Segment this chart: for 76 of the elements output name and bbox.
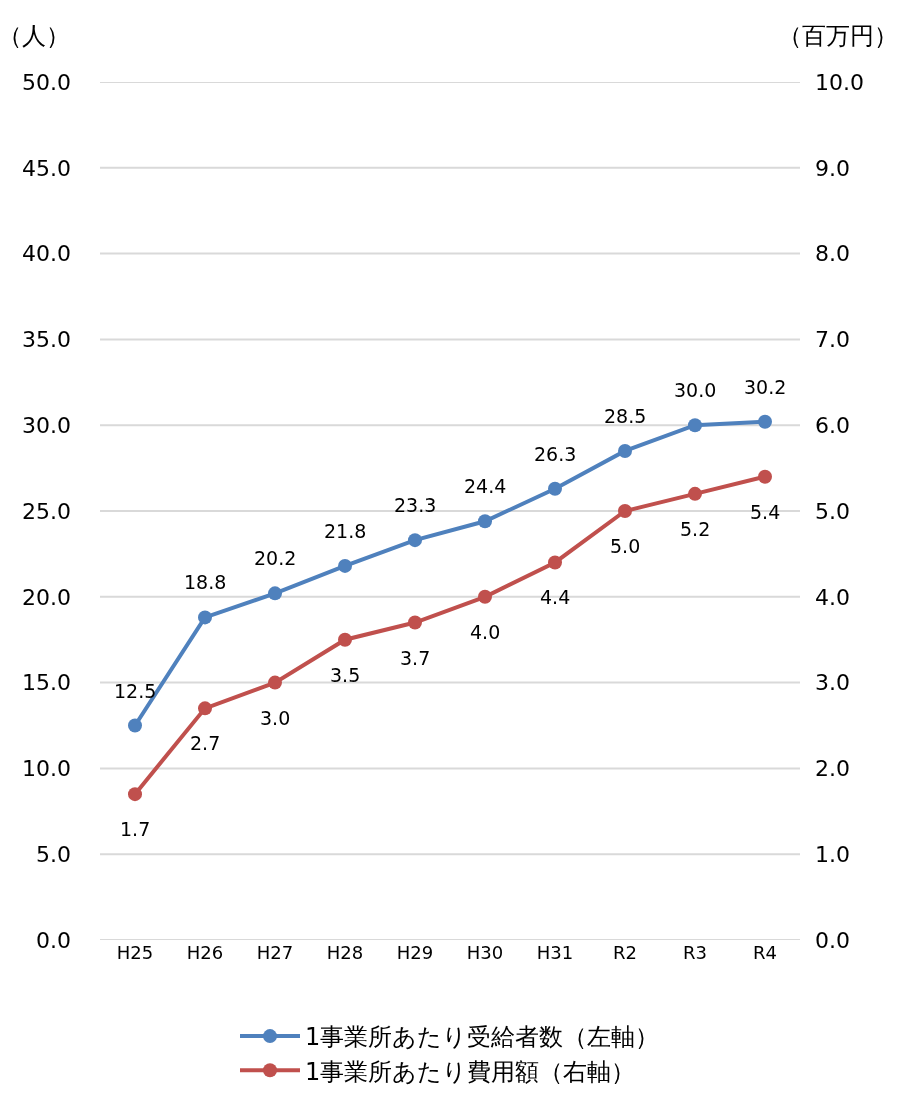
data-label: 26.3 <box>534 443 577 465</box>
y-tick-label: 35.0 <box>22 327 71 353</box>
x-tick-label: H25 <box>116 942 154 963</box>
y2-tick-label: 5.0 <box>815 498 850 524</box>
point <box>198 610 212 625</box>
data-label: 5.0 <box>610 535 641 557</box>
point <box>478 589 492 604</box>
y-tick-label: 40.0 <box>22 241 71 267</box>
data-label: 3.5 <box>330 664 361 686</box>
data-label: 18.8 <box>184 571 227 593</box>
point <box>618 443 632 458</box>
y2-tick-label: 6.0 <box>815 412 850 438</box>
x-tick-label: R4 <box>753 942 777 963</box>
data-label: 4.0 <box>470 621 501 643</box>
point <box>408 615 422 630</box>
legend-label: 1事業所あたり費用額（右軸） <box>305 1057 636 1086</box>
x-tick-label: H31 <box>536 942 574 963</box>
point <box>198 701 212 716</box>
x-tick-label: R2 <box>613 942 637 963</box>
point <box>128 718 142 733</box>
point <box>548 481 562 496</box>
y-tick-label: 20.0 <box>22 584 71 610</box>
y-tick-label: 45.0 <box>22 155 71 181</box>
y2-tick-label: 4.0 <box>815 584 850 610</box>
data-label: 2.7 <box>190 732 221 754</box>
data-label: 24.4 <box>464 475 507 497</box>
x-tick-label: R3 <box>683 942 707 963</box>
data-label: 3.7 <box>400 647 431 669</box>
data-label: 5.2 <box>680 518 711 540</box>
y2-tick-label: 2.0 <box>815 756 850 782</box>
data-label: 28.5 <box>604 405 647 427</box>
data-label: 5.4 <box>750 501 781 523</box>
y2-tick-label: 10.0 <box>815 69 864 95</box>
data-label: 3.0 <box>260 707 291 729</box>
point <box>408 533 422 548</box>
y2-tick-label: 7.0 <box>815 327 850 353</box>
data-label: 20.2 <box>254 547 297 569</box>
point <box>548 555 562 570</box>
data-label: 4.4 <box>540 586 571 608</box>
point <box>128 787 142 802</box>
y2-axis-title: （百万円） <box>778 22 898 50</box>
y-tick-label: 5.0 <box>36 841 71 867</box>
y2-tick-label: 1.0 <box>815 841 850 867</box>
x-tick-label: H27 <box>256 942 294 963</box>
y-tick-label: 50.0 <box>22 69 71 95</box>
y2-tick-label: 8.0 <box>815 241 850 267</box>
point <box>688 418 702 433</box>
data-label: 30.2 <box>744 376 787 398</box>
point <box>478 514 492 529</box>
point <box>338 632 352 647</box>
point <box>758 469 772 484</box>
y-tick-label: 15.0 <box>22 670 71 696</box>
data-label: 23.3 <box>394 494 437 516</box>
y2-tick-label: 9.0 <box>815 155 850 181</box>
y-tick-label: 10.0 <box>22 756 71 782</box>
data-label: 1.7 <box>120 818 151 840</box>
point <box>268 675 282 690</box>
data-label: 21.8 <box>324 520 367 542</box>
point <box>268 586 282 601</box>
x-tick-label: H28 <box>326 942 364 963</box>
y2-tick-label: 3.0 <box>815 670 850 696</box>
x-tick-label: H26 <box>186 942 224 963</box>
x-tick-label: H30 <box>466 942 504 963</box>
y-tick-label: 0.0 <box>36 927 71 953</box>
data-label: 12.5 <box>114 680 157 702</box>
y-tick-label: 30.0 <box>22 412 71 438</box>
x-tick-label: H29 <box>396 942 434 963</box>
y2-tick-label: 0.0 <box>815 927 850 953</box>
y-tick-label: 25.0 <box>22 498 71 524</box>
data-label: 30.0 <box>674 379 717 401</box>
legend-label: 1事業所あたり受給者数（左軸） <box>305 1023 660 1052</box>
point <box>758 414 772 429</box>
y-axis-title: （人） <box>0 22 70 50</box>
point <box>618 504 632 518</box>
point <box>338 558 352 573</box>
point <box>688 486 702 501</box>
